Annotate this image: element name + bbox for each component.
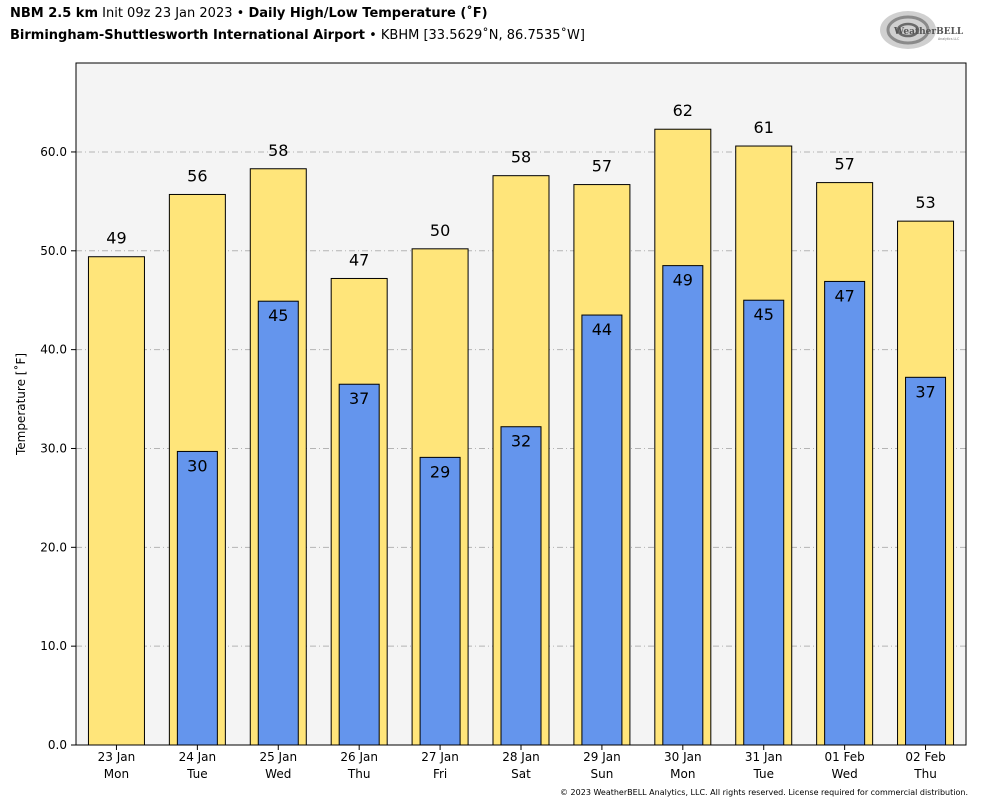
x-tick-day: Tue	[752, 767, 774, 781]
high-bar	[735, 145, 793, 746]
init-time: Init 09z 23 Jan 2023	[102, 6, 233, 21]
high-bar	[897, 220, 955, 746]
low-bar	[662, 265, 704, 746]
plot-frame	[75, 62, 967, 746]
station-info: KBHM [33.5629˚N, 86.7535˚W]	[380, 28, 585, 43]
high-value-label: 49	[106, 229, 126, 248]
x-tick-day: Mon	[670, 767, 695, 781]
high-bar	[816, 182, 874, 746]
y-tick-label: 0.0	[48, 738, 67, 752]
x-tick-day: Wed	[832, 767, 858, 781]
high-value-label: 58	[268, 141, 288, 160]
x-tick-date: 01 Feb	[824, 750, 864, 764]
high-bar	[411, 248, 469, 746]
low-bar	[257, 300, 299, 746]
low-value-label: 37	[349, 389, 369, 408]
high-value-label: 50	[430, 221, 450, 240]
x-tick-date: 27 Jan	[421, 750, 459, 764]
logo-swirl-inner	[896, 22, 920, 38]
x-tick-date: 02 Feb	[905, 750, 945, 764]
low-bar	[419, 456, 461, 746]
low-bar	[581, 314, 623, 746]
logo-subtext: Analytics LLC	[938, 37, 960, 41]
low-labels: 30 45 37 29 32 44 49 45 47 37	[187, 271, 936, 482]
x-tick-date: 31 Jan	[745, 750, 783, 764]
product-title: Daily High/Low Temperature (˚F)	[248, 6, 488, 21]
x-tick-day: Sat	[511, 767, 531, 781]
low-value-label: 32	[511, 432, 531, 451]
x-tick-date: 28 Jan	[502, 750, 540, 764]
high-value-label: 61	[754, 118, 774, 137]
x-tick-day: Thu	[913, 767, 937, 781]
low-bar	[176, 450, 218, 746]
low-value-label: 45	[754, 305, 774, 324]
header-separator-2: •	[369, 28, 377, 43]
high-bar	[654, 128, 712, 746]
x-tick-date: 26 Jan	[340, 750, 378, 764]
y-tick-label: 30.0	[40, 441, 67, 455]
high-value-label: 47	[349, 250, 369, 269]
high-bar	[168, 193, 226, 746]
high-bar	[87, 256, 145, 746]
x-tick-day: Wed	[265, 767, 291, 781]
low-value-label: 37	[915, 382, 935, 401]
high-value-label: 53	[915, 193, 935, 212]
header-separator: •	[236, 6, 245, 21]
high-value-label: 62	[673, 101, 693, 120]
high-value-label: 58	[511, 148, 531, 167]
x-tick-day: Mon	[104, 767, 129, 781]
station-name: Birmingham-Shuttlesworth International A…	[10, 28, 365, 43]
header-line-2: Birmingham-Shuttlesworth International A…	[10, 28, 585, 43]
high-value-label: 57	[834, 155, 854, 174]
high-value-label: 57	[592, 157, 612, 176]
x-tick-date: 23 Jan	[98, 750, 136, 764]
copyright-notice: © 2023 WeatherBELL Analytics, LLC. All r…	[560, 788, 968, 797]
high-bars	[87, 128, 955, 746]
high-bar	[492, 175, 550, 746]
low-value-label: 44	[592, 320, 612, 339]
low-bar	[824, 280, 866, 746]
low-value-label: 47	[834, 286, 854, 305]
low-value-label: 29	[430, 462, 450, 481]
x-tick-date: 30 Jan	[664, 750, 702, 764]
y-axis: 0.0 10.0 20.0 30.0 40.0 50.0 60.0	[40, 145, 76, 752]
x-axis: 23 Jan Mon 24 Jan Tue 25 Jan Wed 26 Jan Thu 27 J…	[98, 745, 946, 781]
y-tick-label: 20.0	[40, 540, 67, 554]
high-bar	[573, 184, 631, 746]
logo-swirl-mid	[886, 15, 930, 45]
low-value-label: 30	[187, 456, 207, 475]
y-tick-label: 40.0	[40, 343, 67, 357]
y-tick-label: 10.0	[40, 639, 67, 653]
grid-lines	[76, 151, 966, 647]
low-bar	[743, 299, 785, 746]
high-bar	[249, 168, 307, 746]
low-bars	[176, 265, 947, 746]
low-bar	[905, 376, 947, 746]
low-bar	[500, 426, 542, 746]
logo-text: WeatherBELL	[893, 27, 964, 37]
x-tick-day: Thu	[347, 767, 371, 781]
high-labels: 49 56 58 47 50 58 57 62 61 57 53	[106, 101, 935, 269]
low-value-label: 45	[268, 306, 288, 325]
x-tick-day: Fri	[433, 767, 447, 781]
x-tick-date: 24 Jan	[179, 750, 217, 764]
low-bar	[338, 383, 380, 746]
x-tick-day: Sun	[590, 767, 613, 781]
model-name: NBM 2.5 km	[10, 6, 98, 21]
header-line-1: NBM 2.5 km Init 09z 23 Jan 2023 • Daily …	[10, 6, 488, 21]
x-tick-day: Tue	[186, 767, 208, 781]
x-tick-date: 25 Jan	[259, 750, 297, 764]
y-axis-label: Temperature [˚F]	[13, 353, 28, 456]
high-bar	[330, 277, 388, 746]
y-tick-label: 50.0	[40, 244, 67, 258]
plot-area	[76, 63, 966, 745]
low-value-label: 49	[673, 271, 693, 290]
x-tick-date: 29 Jan	[583, 750, 621, 764]
weatherbell-logo: WeatherBELL Analytics LLC	[880, 11, 964, 49]
high-value-label: 56	[187, 166, 207, 185]
y-tick-label: 60.0	[40, 145, 67, 159]
